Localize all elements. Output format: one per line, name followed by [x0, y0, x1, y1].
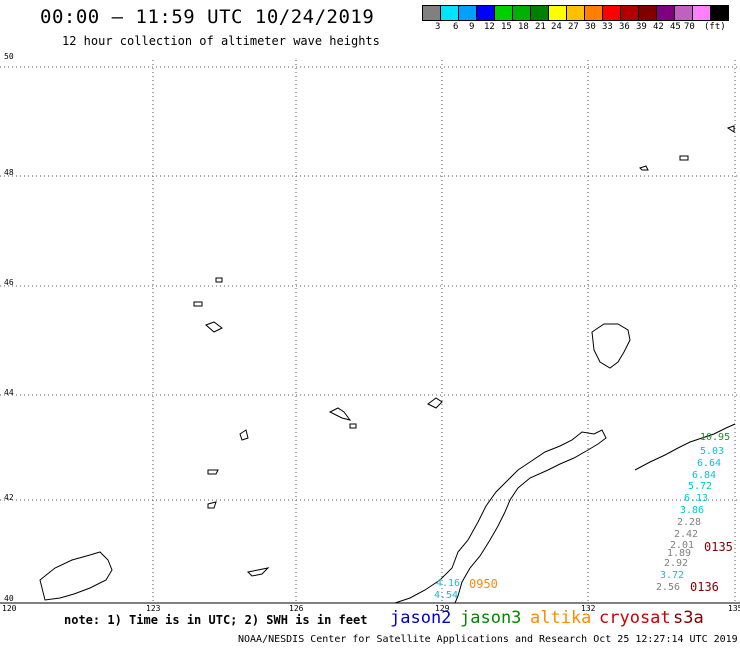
island-m	[726, 125, 735, 133]
wave-height-value: 2.28	[677, 517, 702, 528]
primorye-coastline	[634, 423, 736, 471]
island-k	[639, 165, 649, 171]
lon-label: 129	[435, 604, 450, 613]
legend-label: 30	[585, 22, 596, 32]
wave-height-legend	[422, 5, 729, 21]
satellite-altika: altika	[530, 608, 592, 628]
wave-height-value: 10.95	[700, 432, 731, 443]
island-b	[427, 397, 443, 409]
legend-labels: 3 6 9 12 15 18 21 24 27 30 33 36 39 42 4…	[422, 22, 740, 34]
lat-label: 46	[4, 278, 14, 287]
legend-label: 21	[535, 22, 546, 32]
legend-label: 33	[602, 22, 613, 32]
island-g	[207, 469, 219, 475]
legend-label: 24	[551, 22, 562, 32]
wave-height-value: 5.03	[700, 446, 725, 457]
legend-label: 3	[435, 22, 441, 32]
wave-height-value: 1.89	[667, 548, 692, 559]
coastlines	[39, 125, 736, 604]
lon-label: 126	[289, 604, 304, 613]
wave-height-value: 6.64	[697, 458, 722, 469]
wave-height-value: 3.86	[680, 505, 705, 516]
island-d	[205, 321, 223, 333]
wave-height-value: 2.92	[664, 558, 689, 569]
korea-japan-sea-coastline	[394, 429, 607, 604]
legend-label: 27	[568, 22, 579, 32]
lon-label: 132	[581, 604, 596, 613]
graticule	[0, 60, 740, 603]
island-j	[349, 423, 357, 429]
lat-label: 44	[4, 388, 14, 397]
legend-label: 9	[469, 22, 475, 32]
lon-label: 120	[2, 604, 17, 613]
wave-height-value: 6.84	[692, 470, 717, 481]
legend-label: 70	[684, 22, 695, 32]
wave-height-value: 3.72	[660, 570, 685, 581]
wave-height-value: 2.01	[670, 540, 695, 551]
island-a	[328, 407, 352, 421]
lon-label: 123	[146, 604, 161, 613]
lat-label: 48	[4, 168, 14, 177]
pass-time-label: 0950	[469, 577, 498, 591]
satellite-cryosat: cryosat	[599, 608, 671, 628]
legend-label: 18	[518, 22, 529, 32]
footer-credit: NOAA/NESDIS Center for Satellite Applica…	[238, 634, 738, 645]
island-e	[246, 567, 270, 577]
lat-label: 42	[4, 493, 14, 502]
khanka-lake-outline	[591, 323, 631, 369]
lat-label: 40	[4, 594, 14, 603]
island-shandong	[39, 551, 113, 601]
legend-swatch	[710, 5, 729, 21]
map-title: 00:00 – 11:59 UTC 10/24/2019	[40, 6, 375, 28]
pass-time-label: 0136	[690, 580, 719, 594]
legend-label: 42	[653, 22, 664, 32]
legend-label: 36	[619, 22, 630, 32]
legend-label: 6	[453, 22, 459, 32]
wave-height-value: 4.54	[434, 590, 459, 601]
legend-label: 15	[501, 22, 512, 32]
legend-label: 12	[484, 22, 495, 32]
pass-time-label: 0135	[704, 540, 733, 554]
satellite-jason2: jason2	[390, 608, 452, 628]
map-subtitle: 12 hour collection of altimeter wave hei…	[62, 34, 380, 48]
island-l	[679, 155, 689, 161]
island-i	[215, 277, 223, 283]
legend-label: 45	[670, 22, 681, 32]
lat-label: 50	[4, 52, 14, 61]
satellite-jason3: jason3	[460, 608, 522, 628]
island-c	[239, 429, 249, 441]
units-note: note: 1) Time is in UTC; 2) SWH is in fe…	[64, 613, 368, 627]
wave-height-value: 6.13	[684, 493, 709, 504]
wave-height-value: 2.56	[656, 582, 681, 593]
wave-height-value: 5.72	[688, 481, 713, 492]
island-f	[193, 301, 203, 307]
legend-label: (ft)	[704, 22, 726, 32]
island-h	[207, 501, 217, 509]
wave-height-value: 2.42	[674, 529, 699, 540]
wave-height-value: 4.16	[436, 578, 461, 589]
satellite-s3a: s3a	[673, 608, 704, 628]
lon-label: 135	[728, 604, 740, 613]
legend-label: 39	[636, 22, 647, 32]
